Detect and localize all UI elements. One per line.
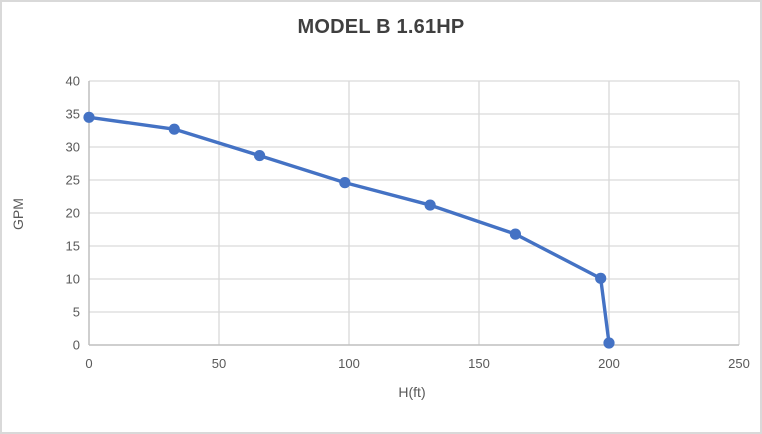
data-point-marker bbox=[509, 228, 521, 240]
chart-title: MODEL B 1.61HP bbox=[297, 16, 465, 38]
y-tick-label: 10 bbox=[66, 272, 80, 287]
x-tick-label: 0 bbox=[85, 356, 92, 371]
data-point-marker bbox=[339, 177, 351, 189]
data-point-marker bbox=[595, 272, 607, 284]
x-tick-label: 150 bbox=[468, 356, 490, 371]
y-tick-label: 0 bbox=[73, 338, 80, 353]
y-tick-label: 5 bbox=[73, 305, 80, 320]
y-tick-label: 25 bbox=[66, 173, 80, 188]
x-tick-label: 100 bbox=[338, 356, 360, 371]
y-tick-label: 15 bbox=[66, 239, 80, 254]
y-tick-label: 30 bbox=[66, 140, 80, 155]
y-tick-label: 20 bbox=[66, 206, 80, 221]
y-tick-label: 35 bbox=[66, 107, 80, 122]
x-tick-label: 250 bbox=[728, 356, 750, 371]
x-axis-title: H(ft) bbox=[398, 384, 426, 400]
series-line bbox=[87, 115, 611, 345]
x-tick-label: 200 bbox=[598, 356, 620, 371]
data-point-marker bbox=[253, 149, 266, 162]
data-point-marker bbox=[424, 199, 436, 211]
data-point-marker bbox=[168, 123, 180, 135]
data-point-marker bbox=[603, 337, 615, 349]
y-tick-label: 40 bbox=[66, 74, 80, 89]
x-tick-label: 50 bbox=[212, 356, 226, 371]
data-point-marker bbox=[83, 111, 95, 123]
